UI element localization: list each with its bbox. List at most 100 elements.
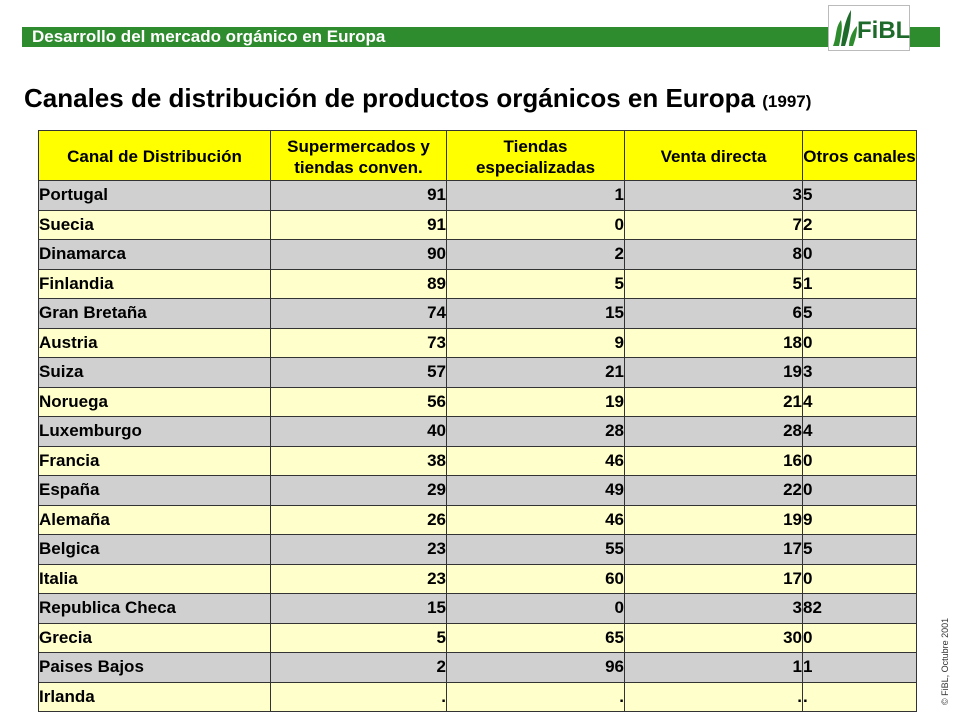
value-cell: 9 — [446, 327, 625, 358]
value-cell: 56 — [270, 386, 447, 417]
value-cell: 16 — [624, 445, 803, 476]
country-cell: Belgica — [38, 534, 271, 565]
value-cell: 1 — [802, 268, 917, 299]
value-cell: 22 — [624, 475, 803, 506]
table-row: Francia 38 46 16 0 — [38, 445, 917, 476]
value-cell: 18 — [624, 327, 803, 358]
value-cell: 9 — [802, 504, 917, 535]
country-cell: Noruega — [38, 386, 271, 417]
table-row: Gran Bretaña 74 15 6 5 — [38, 298, 917, 329]
table-row: Luxemburgo 40 28 28 4 — [38, 416, 917, 447]
value-cell: 23 — [270, 534, 447, 565]
page-title: Canales de distribución de productos org… — [24, 83, 811, 114]
value-cell: 30 — [624, 622, 803, 653]
page-title-text: Canales de distribución de productos org… — [24, 83, 756, 113]
country-cell: Luxemburgo — [38, 416, 271, 447]
value-cell: 3 — [624, 180, 803, 211]
value-cell: 5 — [802, 534, 917, 565]
country-cell: Suecia — [38, 209, 271, 240]
value-cell: 1 — [446, 180, 625, 211]
column-header: Otros canales — [802, 130, 917, 181]
value-cell: 7 — [624, 209, 803, 240]
value-cell: 0 — [802, 475, 917, 506]
value-cell: 2 — [270, 652, 447, 683]
country-cell: Paises Bajos — [38, 652, 271, 683]
copyright-notice: © FiBL, Octubre 2001 — [940, 617, 950, 705]
table-row: Suiza 57 21 19 3 — [38, 357, 917, 388]
table-row: Alemaña 26 46 19 9 — [38, 504, 917, 535]
table-row: Grecia 5 65 30 0 — [38, 622, 917, 653]
country-cell: Francia — [38, 445, 271, 476]
table-row: Belgica 23 55 17 5 — [38, 534, 917, 565]
value-cell: 15 — [270, 593, 447, 624]
value-cell: 21 — [624, 386, 803, 417]
column-header: Tiendas especializadas — [446, 130, 625, 181]
value-cell: 5 — [624, 268, 803, 299]
page-title-year: (1997) — [762, 92, 812, 111]
value-cell: 91 — [270, 180, 447, 211]
value-cell: . — [446, 681, 625, 712]
value-cell: 26 — [270, 504, 447, 535]
country-cell: Dinamarca — [38, 239, 271, 270]
value-cell: 46 — [446, 504, 625, 535]
value-cell: 4 — [802, 416, 917, 447]
country-cell: Gran Bretaña — [38, 298, 271, 329]
value-cell: 0 — [446, 209, 625, 240]
value-cell: 89 — [270, 268, 447, 299]
fibl-logo: FiBL — [828, 5, 910, 51]
leaf-icon — [833, 10, 857, 46]
value-cell: 6 — [624, 298, 803, 329]
value-cell: 55 — [446, 534, 625, 565]
value-cell: 57 — [270, 357, 447, 388]
value-cell: 0 — [446, 593, 625, 624]
value-cell: 5 — [446, 268, 625, 299]
value-cell: 90 — [270, 239, 447, 270]
table-row: Irlanda.... — [38, 681, 917, 712]
column-header: Canal de Distribución — [38, 130, 271, 181]
value-cell: 40 — [270, 416, 447, 447]
value-cell: 28 — [624, 416, 803, 447]
country-cell: Republica Checa — [38, 593, 271, 624]
country-cell: Finlandia — [38, 268, 271, 299]
value-cell: 29 — [270, 475, 447, 506]
table-row: Finlandia 89 5 5 1 — [38, 268, 917, 299]
value-cell: 8 — [624, 239, 803, 270]
value-cell: 23 — [270, 563, 447, 594]
country-cell: Irlanda — [38, 681, 271, 712]
table-row: España 29 49 22 0 — [38, 475, 917, 506]
value-cell: 5 — [802, 180, 917, 211]
value-cell: . — [624, 681, 803, 712]
value-cell: 19 — [624, 357, 803, 388]
table-row: Portugal 91 1 3 5 — [38, 180, 917, 211]
table-row: Austria 73 9 18 0 — [38, 327, 917, 358]
value-cell: . — [802, 681, 917, 712]
value-cell: 46 — [446, 445, 625, 476]
value-cell: 73 — [270, 327, 447, 358]
table-body: Portugal 91 1 3 5 Suecia 91 0 7 2 Dinamarca 90 2 8 0 Fi… — [38, 180, 917, 712]
value-cell: 65 — [446, 622, 625, 653]
value-cell: 28 — [446, 416, 625, 447]
value-cell: 2 — [446, 239, 625, 270]
logo-text: FiBL — [857, 17, 911, 44]
value-cell: 91 — [270, 209, 447, 240]
value-cell: 0 — [802, 239, 917, 270]
value-cell: 1 — [802, 652, 917, 683]
country-cell: España — [38, 475, 271, 506]
value-cell: 5 — [270, 622, 447, 653]
value-cell: 19 — [624, 504, 803, 535]
table-row: Dinamarca 90 2 8 0 — [38, 239, 917, 270]
header-title: Desarrollo del mercado orgánico en Europ… — [32, 27, 386, 46]
value-cell: 3 — [624, 593, 803, 624]
value-cell: . — [270, 681, 447, 712]
table-row: Noruega 56 19 21 4 — [38, 386, 917, 417]
value-cell: 38 — [270, 445, 447, 476]
table-header-row: Canal de Distribución Supermercados y tie… — [38, 130, 917, 181]
value-cell: 0 — [802, 563, 917, 594]
column-header: Supermercados y tiendas conven. — [270, 130, 447, 181]
value-cell: 49 — [446, 475, 625, 506]
value-cell: 5 — [802, 298, 917, 329]
value-cell: 60 — [446, 563, 625, 594]
value-cell: 17 — [624, 563, 803, 594]
value-cell: 74 — [270, 298, 447, 329]
distribution-table: Canal de Distribución Supermercados y tie… — [38, 130, 917, 712]
